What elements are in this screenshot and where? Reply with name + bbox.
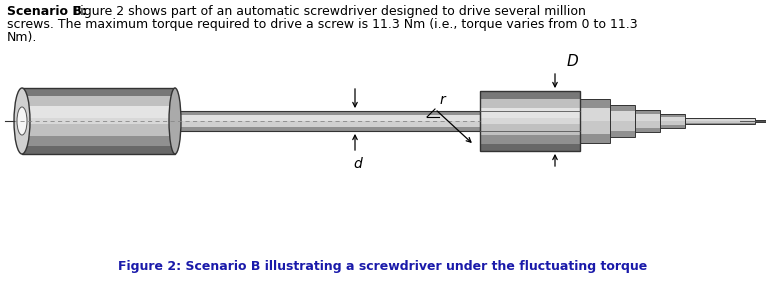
Text: r: r (440, 93, 446, 107)
Polygon shape (635, 110, 660, 132)
Polygon shape (175, 111, 480, 115)
Polygon shape (22, 88, 175, 96)
Polygon shape (22, 118, 175, 124)
Polygon shape (685, 118, 755, 119)
Polygon shape (580, 99, 610, 143)
Text: Figure 2 shows part of an automatic screwdriver designed to drive several millio: Figure 2 shows part of an automatic scre… (70, 5, 586, 18)
Polygon shape (610, 105, 635, 112)
Polygon shape (175, 121, 480, 127)
Text: Scenario B:: Scenario B: (7, 5, 87, 18)
Polygon shape (580, 99, 610, 108)
Polygon shape (755, 120, 766, 121)
Polygon shape (685, 118, 755, 124)
Polygon shape (480, 108, 580, 118)
Polygon shape (22, 124, 175, 136)
Polygon shape (635, 128, 660, 132)
Polygon shape (480, 91, 580, 151)
Polygon shape (635, 121, 660, 128)
Polygon shape (685, 123, 755, 124)
Polygon shape (610, 130, 635, 137)
Polygon shape (175, 111, 480, 131)
Polygon shape (635, 114, 660, 121)
Polygon shape (22, 96, 175, 106)
Polygon shape (660, 117, 685, 121)
Polygon shape (580, 134, 610, 143)
Polygon shape (480, 134, 580, 143)
Polygon shape (175, 115, 480, 121)
Text: Nm).: Nm). (7, 31, 38, 44)
Polygon shape (22, 88, 175, 154)
Polygon shape (22, 146, 175, 154)
Polygon shape (580, 121, 610, 134)
Polygon shape (660, 125, 685, 128)
Polygon shape (175, 127, 480, 131)
Polygon shape (480, 124, 580, 134)
Text: screws. The maximum torque required to drive a screw is 11.3 Nm (i.e., torque va: screws. The maximum torque required to d… (7, 18, 637, 31)
Polygon shape (610, 105, 635, 137)
Polygon shape (480, 143, 580, 151)
Polygon shape (685, 121, 755, 123)
Polygon shape (22, 136, 175, 146)
Polygon shape (660, 114, 685, 117)
Text: D: D (567, 54, 579, 69)
Text: d: d (354, 157, 362, 171)
Polygon shape (660, 121, 685, 125)
Text: Figure 2: Scenario B illustrating a screwdriver under the fluctuating torque: Figure 2: Scenario B illustrating a scre… (119, 260, 647, 273)
Polygon shape (22, 106, 175, 118)
Ellipse shape (169, 88, 181, 154)
Polygon shape (685, 119, 755, 121)
Polygon shape (480, 91, 580, 98)
Polygon shape (610, 121, 635, 130)
Polygon shape (480, 98, 580, 108)
Polygon shape (635, 110, 660, 114)
Ellipse shape (14, 88, 30, 154)
Polygon shape (480, 118, 580, 124)
Polygon shape (755, 120, 766, 122)
Polygon shape (610, 112, 635, 121)
Polygon shape (660, 114, 685, 128)
Polygon shape (755, 121, 766, 122)
Polygon shape (580, 108, 610, 121)
Ellipse shape (17, 107, 27, 135)
